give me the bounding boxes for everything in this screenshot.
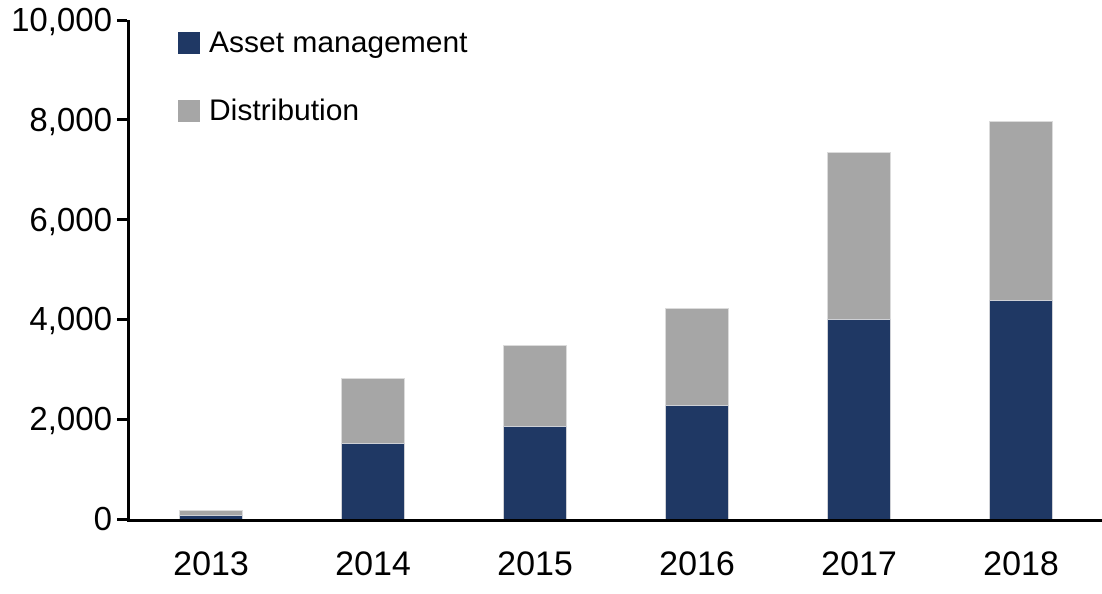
bar-2013 — [179, 510, 243, 519]
bar-2016 — [665, 308, 729, 519]
x-axis-tick-label: 2013 — [173, 545, 249, 583]
legend-item-distribution: Distribution — [178, 96, 359, 126]
x-axis-tick-label: 2017 — [821, 545, 897, 583]
plot-area: Asset management Distribution — [127, 20, 1102, 522]
y-axis-tick — [117, 118, 127, 122]
y-axis-tick-label: 10,000 — [11, 1, 112, 38]
y-axis-tick-label: 6,000 — [29, 200, 112, 238]
y-axis-tick — [117, 317, 127, 321]
bar-segment-2017-distribution — [827, 151, 891, 319]
y-axis-tick-label: 8,000 — [29, 100, 112, 138]
bar-segment-2013-distribution — [179, 510, 243, 516]
bar-segment-2016-asset-management — [665, 405, 729, 519]
bar-segment-2014-distribution — [341, 377, 405, 444]
bar-2014 — [341, 377, 405, 519]
bar-2018 — [989, 120, 1053, 519]
bar-segment-2018-asset-management — [989, 299, 1053, 519]
y-axis-tick-label: 2,000 — [29, 400, 112, 438]
x-axis-tick-label: 2018 — [983, 545, 1059, 583]
y-axis-tick-label: 4,000 — [29, 300, 112, 338]
x-axis-tick-label: 2014 — [335, 545, 411, 583]
bar-segment-2013-asset-management — [179, 515, 243, 519]
bar-segment-2018-distribution — [989, 120, 1053, 300]
y-axis-tick-label: 0 — [93, 500, 112, 537]
bar-2015 — [503, 344, 567, 519]
y-axis-tick — [117, 218, 127, 222]
y-axis-tick — [117, 417, 127, 421]
bar-segment-2014-asset-management — [341, 443, 405, 519]
bar-segment-2015-distribution — [503, 344, 567, 426]
y-axis-tick — [117, 517, 127, 521]
x-axis-tick-label: 2016 — [659, 545, 735, 583]
legend-swatch-icon — [178, 100, 200, 122]
bar-segment-2016-distribution — [665, 308, 729, 406]
bar-segment-2015-asset-management — [503, 425, 567, 519]
legend-label: Asset management — [209, 26, 468, 59]
legend-label: Distribution — [209, 94, 360, 127]
bar-segment-2017-asset-management — [827, 318, 891, 519]
legend-item-asset-management: Asset management — [178, 28, 467, 58]
legend-swatch-icon — [178, 32, 200, 54]
y-axis-tick — [117, 18, 127, 22]
x-axis-tick-label: 2015 — [497, 545, 573, 583]
bar-2017 — [827, 151, 891, 519]
